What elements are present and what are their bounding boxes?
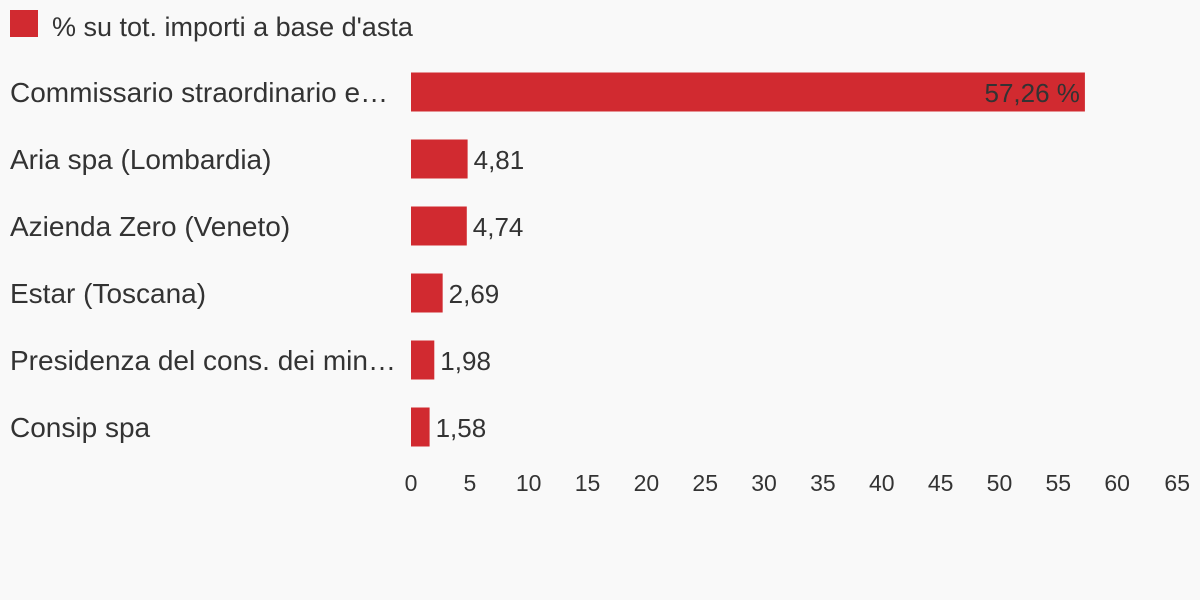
bar: [411, 340, 435, 380]
x-tick-label: 65: [1164, 470, 1190, 496]
bar: [411, 72, 1085, 112]
legend: % su tot. importi a base d'asta: [10, 10, 414, 42]
x-tick-label: 40: [869, 470, 895, 496]
legend-label: % su tot. importi a base d'asta: [52, 12, 414, 42]
bar: [411, 206, 467, 246]
bars: [411, 72, 1085, 447]
data-label: 57,26 %: [984, 78, 1079, 108]
category-label: Estar (Toscana): [10, 278, 206, 309]
category-label: Commissario straordinario e…: [10, 77, 388, 108]
x-tick-label: 35: [810, 470, 836, 496]
x-tick-label: 10: [516, 470, 542, 496]
x-tick-label: 25: [692, 470, 718, 496]
category-labels: Commissario straordinario e… Aria spa (Lo…: [10, 77, 396, 443]
value-labels: 57,26 % 4,81 4,74 2,69 1,98 1,58: [436, 78, 1080, 443]
x-tick-label: 45: [928, 470, 954, 496]
x-tick-label: 55: [1046, 470, 1072, 496]
bar: [411, 139, 468, 179]
x-tick-label: 0: [405, 470, 418, 496]
data-label: 4,81: [474, 145, 525, 175]
category-label: Azienda Zero (Veneto): [10, 211, 290, 242]
bar: [411, 273, 443, 313]
category-label: Presidenza del cons. dei min…: [10, 345, 396, 376]
legend-swatch: [10, 10, 38, 37]
x-axis-ticks: 0 5 10 15 20 25 30 35 40 45 50 55 60 65: [405, 470, 1190, 496]
category-label: Consip spa: [10, 412, 151, 443]
data-label: 1,98: [440, 346, 491, 376]
x-tick-label: 60: [1104, 470, 1130, 496]
x-tick-label: 15: [575, 470, 601, 496]
bar: [411, 407, 430, 447]
data-label: 4,74: [473, 212, 524, 242]
category-label: Aria spa (Lombardia): [10, 144, 271, 175]
x-tick-label: 5: [463, 470, 476, 496]
data-label: 1,58: [436, 413, 487, 443]
data-label: 2,69: [449, 279, 500, 309]
x-tick-label: 50: [987, 470, 1013, 496]
x-tick-label: 30: [751, 470, 777, 496]
x-tick-label: 20: [634, 470, 660, 496]
